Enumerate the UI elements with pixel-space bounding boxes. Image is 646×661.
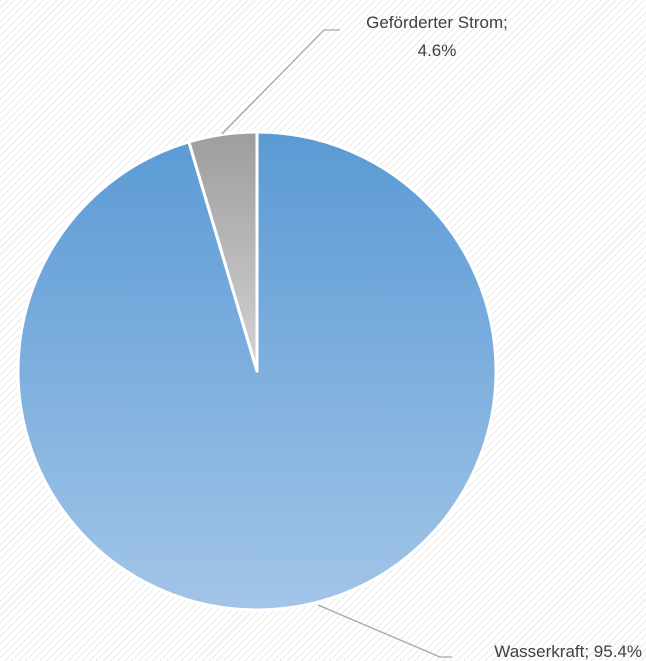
label-gefoerderter-strom-name: Geförderter Strom;	[366, 13, 508, 32]
pie-slice-gefoerderter-strom	[187, 130, 259, 373]
leader-line-gefoerderter-strom	[221, 29, 340, 135]
label-gefoerderter-strom-value: 4.6%	[418, 41, 457, 60]
leader-lines	[221, 29, 452, 658]
leader-line-wasserkraft	[317, 604, 452, 658]
data-labels: Geförderter Strom; 4.6% Wasserkraft; 95.…	[366, 13, 642, 661]
label-wasserkraft: Wasserkraft; 95.4%	[494, 642, 642, 661]
pie-slices	[16, 130, 498, 612]
